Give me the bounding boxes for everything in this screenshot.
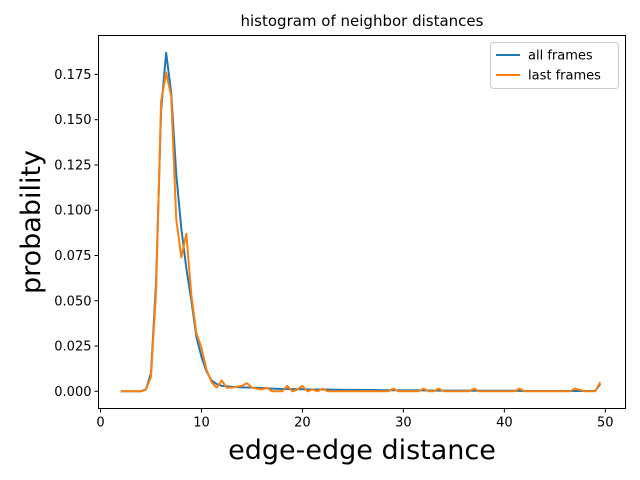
y-tick-label: 0.000 xyxy=(54,385,91,400)
plot-frame xyxy=(98,35,626,409)
legend: all frames last frames xyxy=(490,42,619,89)
y-tick-label: 0.125 xyxy=(54,158,91,173)
y-tick-label: 0.075 xyxy=(54,249,91,264)
x-tick-label: 50 xyxy=(597,416,614,431)
y-tick-label: 0.025 xyxy=(54,340,91,355)
x-tick-label: 10 xyxy=(193,416,210,431)
y-tick-label: 0.150 xyxy=(54,113,91,128)
x-tick-label: 0 xyxy=(96,416,104,431)
x-tick-label: 40 xyxy=(496,416,513,431)
x-axis: 0 10 20 30 40 50 xyxy=(96,408,614,431)
series-lines xyxy=(120,51,602,393)
y-axis-label: probability xyxy=(16,150,47,294)
series-line-1 xyxy=(120,51,602,393)
series-line-2 xyxy=(120,71,602,393)
x-tick-label: 30 xyxy=(395,416,412,431)
y-tick-label: 0.050 xyxy=(54,294,91,309)
y-tick-label: 0.175 xyxy=(54,68,91,83)
x-tick-label: 20 xyxy=(294,416,311,431)
y-axis: 0.000 0.025 0.050 0.075 0.100 0.125 0.150 0.175 xyxy=(54,68,99,400)
legend-box xyxy=(490,42,619,89)
legend-label: all frames xyxy=(528,49,593,64)
chart-title: histogram of neighbor distances xyxy=(241,12,484,30)
x-axis-label: edge-edge distance xyxy=(228,435,496,466)
legend-label: last frames xyxy=(528,69,601,84)
y-tick-label: 0.100 xyxy=(54,204,91,219)
